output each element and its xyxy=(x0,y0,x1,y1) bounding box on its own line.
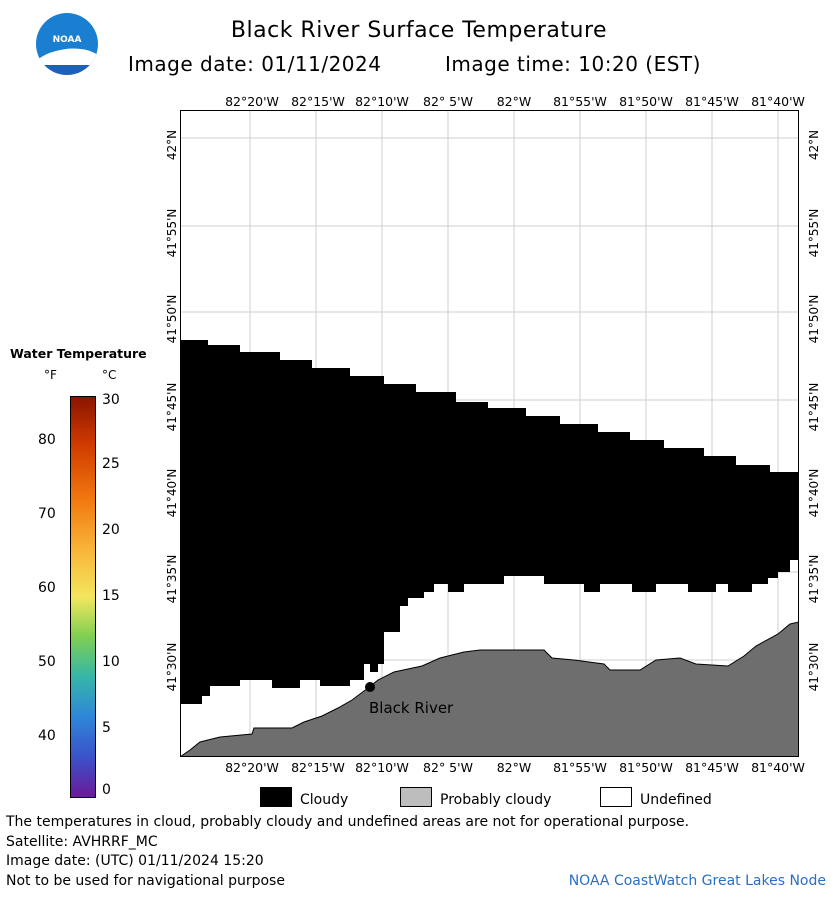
footer-utc-date: Image date: (UTC) 01/11/2024 15:20 xyxy=(6,853,264,869)
lon-label-top-7: 81°50'W xyxy=(619,94,673,109)
station-marker xyxy=(365,682,375,692)
lat-label-left-4: 41°45'N xyxy=(165,382,179,432)
image-date: Image date: 01/11/2024 xyxy=(128,52,382,76)
lat-label-right-3: 41°50'N xyxy=(807,294,821,344)
cloudy-region xyxy=(180,340,799,704)
station-label: Black River xyxy=(369,699,454,717)
lat-label-left-2: 41°55'N xyxy=(165,208,179,258)
key-undefined-label: Undefined xyxy=(640,792,712,808)
key-cloudy-swatch xyxy=(260,787,292,807)
image-time: Image time: 10:20 (EST) xyxy=(445,52,701,76)
legend-title: Water Temperature xyxy=(10,346,147,361)
key-probably-cloudy-label: Probably cloudy xyxy=(440,792,552,808)
lon-label-bottom-9: 81°40'W xyxy=(751,760,805,775)
lon-label-top-9: 81°40'W xyxy=(751,94,805,109)
lon-label-top-4: 82° 5'W xyxy=(423,94,473,109)
lon-label-top-2: 82°15'W xyxy=(291,94,345,109)
f-tick-70: 70 xyxy=(38,506,56,522)
lon-label-bottom-1: 82°20'W xyxy=(225,760,279,775)
lat-label-right-1: 42°N xyxy=(807,129,821,161)
lon-label-bottom-3: 82°10'W xyxy=(355,760,409,775)
lon-label-bottom-2: 82°15'W xyxy=(291,760,345,775)
key-cloudy-label: Cloudy xyxy=(300,792,349,808)
lat-label-left-5: 41°40'N xyxy=(165,468,179,518)
lat-label-right-6: 41°35'N xyxy=(807,554,821,604)
page-title: Black River Surface Temperature xyxy=(230,18,608,43)
lon-label-top-1: 82°20'W xyxy=(225,94,279,109)
key-probably-cloudy-swatch xyxy=(400,787,432,807)
f-tick-80: 80 xyxy=(38,432,56,448)
c-tick-15: 15 xyxy=(102,588,120,604)
lon-label-bottom-7: 81°50'W xyxy=(619,760,673,775)
lat-label-left-7: 41°30'N xyxy=(165,642,179,692)
lat-label-right-2: 41°55'N xyxy=(807,208,821,258)
f-tick-60: 60 xyxy=(38,580,56,596)
lon-label-bottom-8: 81°45'W xyxy=(685,760,739,775)
lat-label-left-3: 41°50'N xyxy=(165,294,179,344)
lat-label-right-7: 41°30'N xyxy=(807,642,821,692)
probably-cloudy-region xyxy=(180,621,799,757)
lon-label-top-6: 81°55'W xyxy=(553,94,607,109)
lon-label-top-8: 81°45'W xyxy=(685,94,739,109)
c-tick-30: 30 xyxy=(102,392,120,408)
logo-text: NOAA xyxy=(52,35,82,45)
lon-label-top-5: 82°W xyxy=(496,94,532,109)
footer-note: The temperatures in cloud, probably clou… xyxy=(6,814,690,830)
c-tick-0: 0 xyxy=(102,782,111,798)
f-tick-50: 50 xyxy=(38,654,56,670)
temperature-map: Black River xyxy=(180,110,799,757)
lon-label-top-3: 82°10'W xyxy=(355,94,409,109)
footer-credit-link[interactable]: NOAA CoastWatch Great Lakes Node xyxy=(568,873,826,889)
lon-label-bottom-4: 82° 5'W xyxy=(423,760,473,775)
lon-label-bottom-6: 81°55'W xyxy=(553,760,607,775)
f-tick-40: 40 xyxy=(38,728,56,744)
logo-sea-shape xyxy=(36,65,98,75)
map-border xyxy=(180,110,799,757)
c-tick-25: 25 xyxy=(102,456,120,472)
footer-nav-warning: Not to be used for navigational purpose xyxy=(6,873,285,889)
lat-label-left-6: 41°35'N xyxy=(165,554,179,604)
footer-satellite: Satellite: AVHRRF_MC xyxy=(6,834,158,850)
lat-label-right-5: 41°40'N xyxy=(807,468,821,518)
legend-unit-f: °F xyxy=(44,368,57,382)
lat-label-left-1: 42°N xyxy=(165,129,179,161)
legend-unit-c: °C xyxy=(102,368,117,382)
noaa-logo: NOAA xyxy=(36,13,98,75)
lat-label-right-4: 41°45'N xyxy=(807,382,821,432)
c-tick-5: 5 xyxy=(102,720,111,736)
c-tick-10: 10 xyxy=(102,654,120,670)
lon-label-bottom-5: 82°W xyxy=(496,760,532,775)
c-tick-20: 20 xyxy=(102,522,120,538)
key-undefined-swatch xyxy=(600,787,632,807)
temperature-color-bar xyxy=(70,396,96,798)
